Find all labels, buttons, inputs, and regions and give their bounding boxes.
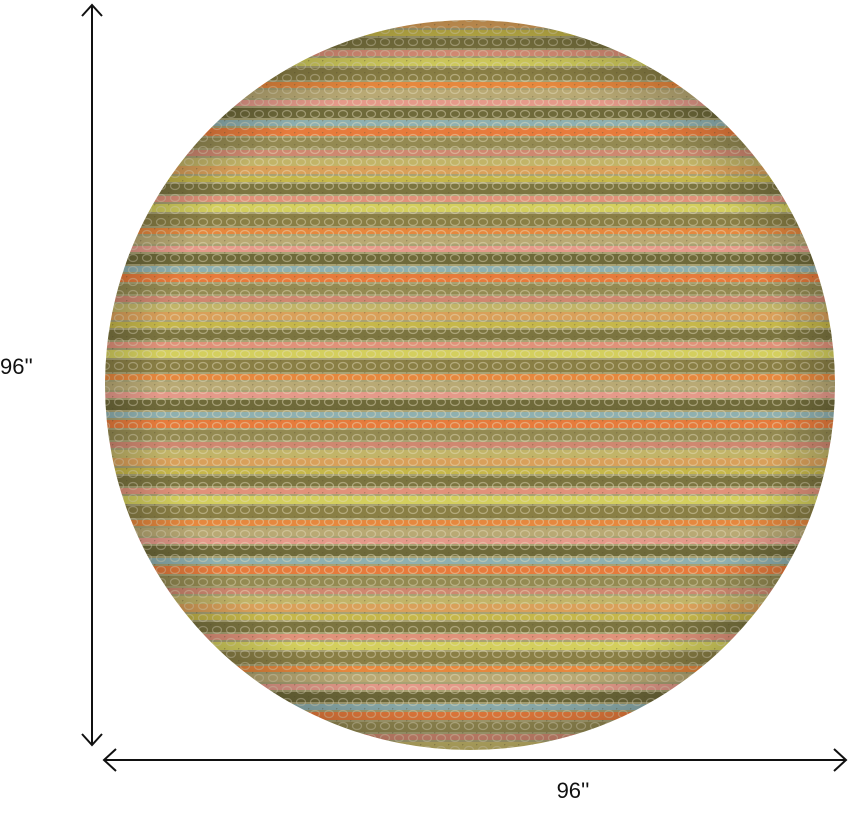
rug: [105, 20, 835, 750]
height-label: 96'': [0, 354, 33, 379]
width-label: 96'': [557, 778, 590, 803]
rug-edge-shade: [105, 20, 835, 750]
height-arrow: [81, 3, 103, 747]
width-arrow: [102, 748, 848, 772]
